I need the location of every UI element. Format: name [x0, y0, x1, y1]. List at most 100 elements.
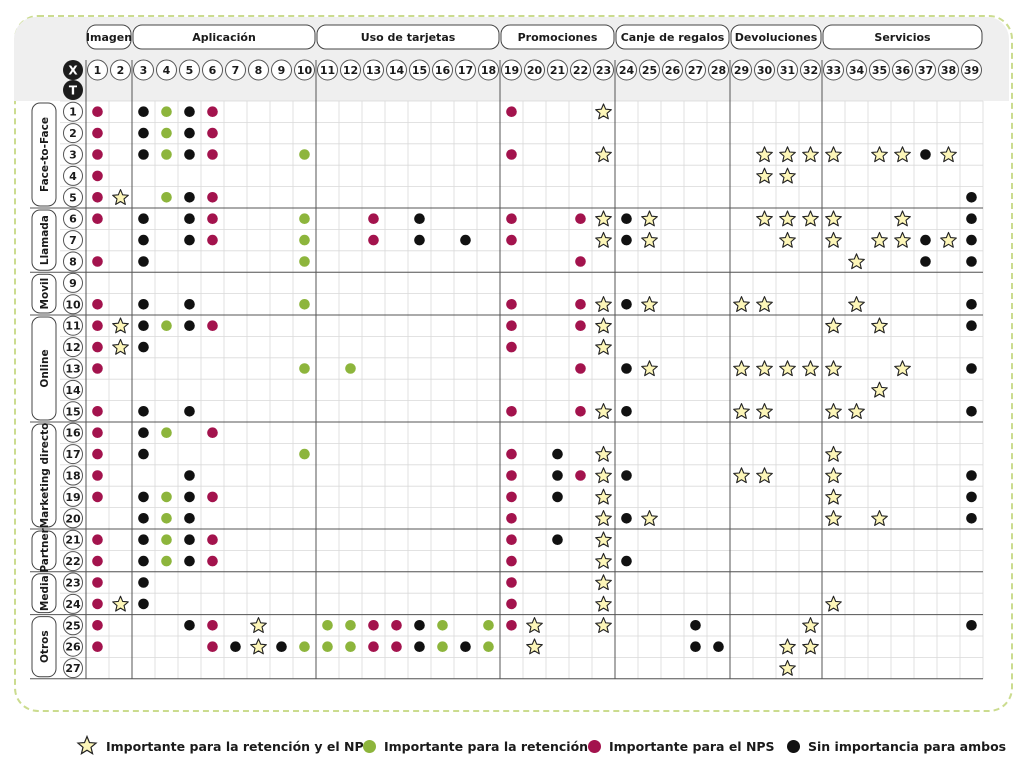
black-dot — [414, 620, 425, 631]
black-dot — [621, 555, 632, 567]
column-number-circle — [432, 59, 453, 81]
red-dot — [506, 491, 517, 503]
category-pill — [86, 24, 132, 50]
axis-marker-label: T — [69, 84, 78, 98]
star-marker — [802, 360, 819, 377]
column-number-label: 33 — [826, 64, 841, 77]
row-number-circle — [63, 658, 83, 679]
column-number-label: 37 — [918, 64, 933, 77]
row-number-circle — [63, 294, 83, 315]
column-number-circle — [961, 59, 982, 81]
column-number-circle — [547, 59, 568, 81]
row-number-circle — [63, 551, 83, 572]
group-label-text: Llamada — [39, 215, 51, 265]
red-dot — [92, 149, 103, 160]
group-label-text: Marketing directo — [39, 423, 51, 529]
column-number-label: 12 — [343, 64, 358, 77]
category-pill — [500, 24, 615, 50]
red-dot — [506, 534, 517, 545]
star-marker — [112, 338, 129, 355]
red-dot — [92, 320, 103, 332]
row-number-label: 23 — [65, 577, 80, 590]
row-number: 20 — [63, 508, 83, 529]
star-marker — [641, 231, 658, 248]
row-number: 9 — [63, 272, 83, 293]
row-number-label: 12 — [65, 341, 80, 354]
red-dot — [506, 299, 517, 310]
column-number: 4 — [156, 59, 177, 81]
row-number-label: 9 — [69, 277, 77, 290]
star-marker — [825, 467, 842, 484]
column-number: 21 — [547, 59, 568, 81]
group-label: Movil — [31, 273, 57, 314]
star-icon — [76, 735, 98, 755]
category-label: Devoluciones — [735, 31, 818, 44]
column-number-circle — [133, 59, 154, 81]
red-dot — [506, 406, 517, 417]
red-dot — [506, 470, 517, 481]
black-dot — [966, 320, 977, 332]
red-dot — [92, 341, 103, 353]
black-dot — [621, 299, 632, 310]
star-marker — [112, 317, 129, 334]
row-number-circle — [63, 144, 83, 165]
star-marker — [825, 488, 842, 505]
black-dot — [966, 513, 977, 524]
column-number: 17 — [455, 59, 476, 81]
row-number-label: 25 — [65, 619, 80, 632]
row-number-label: 24 — [65, 598, 81, 611]
row-number-circle — [63, 358, 83, 379]
black-dot — [460, 234, 471, 246]
green-dot — [161, 149, 172, 160]
group-label-text: Online — [39, 349, 51, 387]
column-number-circle — [202, 59, 223, 81]
red-dot — [575, 470, 586, 481]
group-label: Partner — [31, 527, 57, 573]
column-number: 14 — [386, 59, 407, 81]
row-number-circle — [63, 272, 83, 293]
column-number-label: 15 — [412, 64, 427, 77]
black-dot — [966, 299, 977, 310]
row-number-circle — [63, 123, 83, 144]
black-dot — [138, 534, 149, 545]
red-dot — [506, 320, 517, 332]
star-marker — [756, 146, 773, 163]
category-pill — [730, 24, 822, 50]
column-number-label: 13 — [366, 64, 381, 77]
black-dot — [138, 106, 149, 117]
category-label: Aplicación — [192, 31, 256, 44]
star-marker — [825, 231, 842, 248]
star-marker — [641, 510, 658, 526]
group-pill — [31, 102, 57, 207]
black-dot — [552, 470, 563, 481]
star-marker — [802, 210, 819, 227]
column-number: 24 — [616, 59, 637, 81]
red-dot — [92, 192, 103, 203]
black-dot — [138, 256, 149, 267]
row-number-circle — [63, 208, 83, 229]
column-number-circle — [662, 59, 683, 81]
grid-background — [85, 101, 983, 679]
red-dot — [207, 641, 218, 652]
row-number-circle — [63, 337, 83, 358]
column-number-circle — [685, 59, 706, 81]
row-number-label: 6 — [69, 213, 77, 226]
black-dot — [920, 234, 931, 246]
row-number-label: 11 — [65, 320, 80, 333]
black-dot — [966, 406, 977, 417]
black-dot — [966, 213, 977, 224]
black-dot — [552, 534, 563, 545]
black-dot — [621, 213, 632, 224]
black-dot-icon — [787, 739, 800, 753]
row-number-circle — [63, 251, 83, 272]
row-number-circle — [63, 101, 83, 122]
black-dot — [276, 641, 287, 652]
star-marker — [112, 595, 129, 612]
red-dot — [207, 192, 218, 203]
column-number-label: 16 — [435, 64, 451, 77]
column-number-circle — [409, 59, 430, 81]
red-dot — [575, 320, 586, 332]
green-dot — [161, 491, 172, 503]
red-dot — [506, 448, 517, 460]
column-number-circle — [731, 59, 752, 81]
